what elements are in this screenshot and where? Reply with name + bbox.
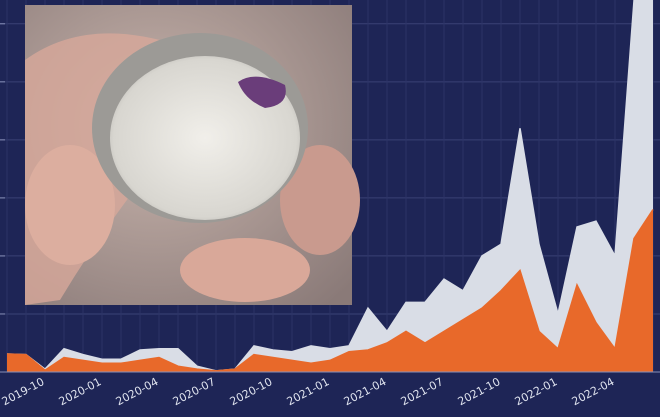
- area: [7, 0, 653, 372]
- photo: [25, 5, 360, 305]
- x-tick-label: 2020-10: [228, 375, 275, 408]
- x-tick-label: 2022-04: [570, 375, 617, 408]
- x-tick-label: 2021-07: [399, 375, 446, 408]
- x-tick-label: 2021-10: [456, 375, 503, 408]
- x-tick-label: 2020-04: [114, 375, 161, 408]
- x-tick-label: 2022-01: [513, 375, 560, 408]
- x-tick-label: 2020-01: [57, 375, 104, 408]
- area-line: [6, 0, 653, 372]
- x-tick-label: 2021-01: [285, 375, 332, 408]
- x-tick-label: 2021-04: [342, 375, 389, 408]
- area: [7, 209, 653, 372]
- x-tick-label: 2019-10: [0, 375, 46, 408]
- x-tick-label: 2020-07: [171, 375, 218, 408]
- area-line: [6, 209, 654, 372]
